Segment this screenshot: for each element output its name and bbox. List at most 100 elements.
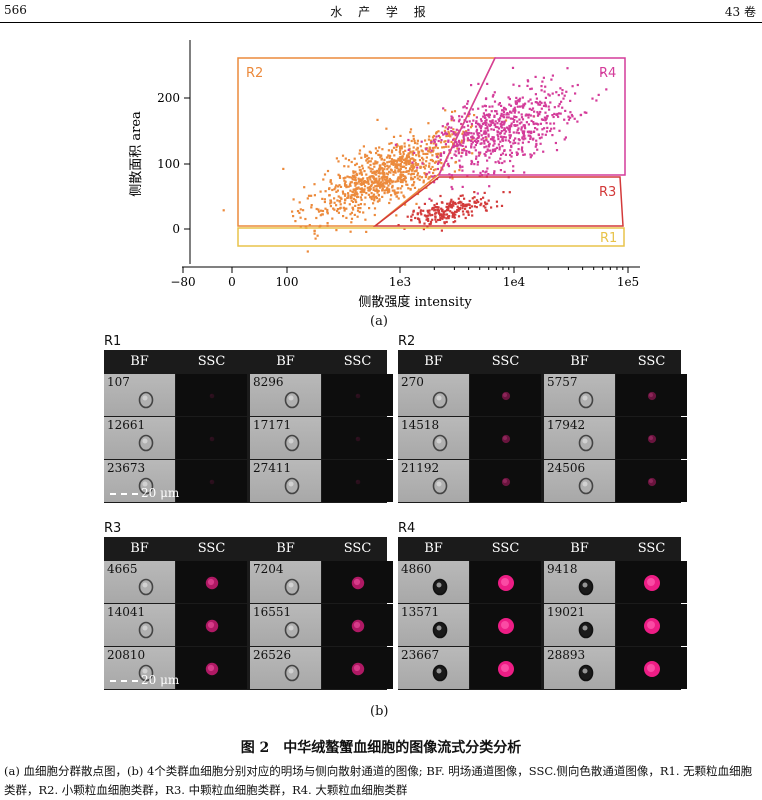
scatter-point-r2 <box>363 188 366 191</box>
scatter-point-r4 <box>563 94 566 97</box>
scatter-point-r2 <box>370 192 373 195</box>
scatter-point-r4 <box>467 128 470 131</box>
region-r4-label: R4 <box>599 66 616 81</box>
scatter-point-r4 <box>542 104 546 107</box>
scatter-point-r4 <box>508 131 511 134</box>
scatter-point-r3 <box>440 229 443 232</box>
scatter-point-r4 <box>487 173 490 176</box>
scatter-point-r4 <box>477 154 481 157</box>
scatter-point-r2 <box>347 185 350 188</box>
scatter-point-r4 <box>461 169 464 172</box>
scatter-point-r3 <box>420 213 423 216</box>
scatter-point-r4 <box>571 115 574 118</box>
scatter-point-r4 <box>533 110 536 113</box>
scatter-point-r2 <box>422 181 425 184</box>
scatter-point-r2 <box>358 152 361 155</box>
scatter-point-r4 <box>474 143 477 147</box>
scatter-point-r4 <box>472 137 475 140</box>
scatter-point-r2 <box>400 179 403 182</box>
scatter-point-r4 <box>562 97 565 100</box>
scatter-point-r2 <box>400 157 403 160</box>
scatter-point-r2 <box>413 139 416 142</box>
scatter-point-r2 <box>449 135 452 138</box>
scatter-point-r4 <box>512 165 515 168</box>
region-r1-gate <box>237 227 625 247</box>
scatter-point-r2 <box>366 186 369 189</box>
scatter-point-r2 <box>407 162 410 166</box>
panel-a-label: (a) <box>370 314 388 329</box>
scatter-point-r4 <box>484 123 487 126</box>
scatter-point-r3 <box>487 199 490 202</box>
scatter-point-r4 <box>492 93 495 97</box>
scatter-point-r2 <box>314 237 317 240</box>
ssc-image <box>322 460 393 502</box>
scatter-point-r3 <box>450 198 453 201</box>
scatter-point-r4 <box>475 140 478 143</box>
bf-cell-shape <box>138 664 154 682</box>
scatter-point-r2 <box>380 181 383 184</box>
scatter-point-r4 <box>461 115 464 118</box>
scatter-point-r4 <box>466 175 469 178</box>
scatter-point-r2 <box>390 169 393 172</box>
scatter-point-r4 <box>543 116 546 119</box>
scatter-point-r2 <box>296 210 300 213</box>
scatter-point-r2 <box>374 147 377 150</box>
scatter-point-r4 <box>507 127 510 130</box>
scatter-point-r2 <box>412 172 415 176</box>
scatter-point-r2 <box>361 167 364 170</box>
scatter-point-r2 <box>360 171 363 174</box>
scatter-point-r2 <box>330 201 333 204</box>
scatter-point-r4 <box>534 145 537 148</box>
scatter-point-r2 <box>424 139 427 142</box>
scatter-point-r2 <box>392 163 395 166</box>
scatter-point-r2 <box>336 209 339 213</box>
scatter-point-r4 <box>485 145 488 148</box>
scatter-point-r2 <box>378 178 381 181</box>
scatter-point-r2 <box>399 169 402 172</box>
scatter-point-r2 <box>402 175 405 178</box>
scatter-point-r2 <box>334 186 337 189</box>
scatter-point-r4 <box>434 143 438 146</box>
scatter-point-r2 <box>375 180 378 183</box>
scatter-point-r4 <box>521 118 525 121</box>
bf-cell-shape <box>138 477 154 495</box>
scatter-point-r2 <box>394 171 397 174</box>
scatter-point-r4 <box>505 113 508 116</box>
scatter-point-r4 <box>501 152 504 155</box>
scatter-point-r4 <box>455 154 458 157</box>
scatter-point-r4 <box>514 124 517 127</box>
scatter-point-r2 <box>357 195 360 198</box>
scatter-point-r3 <box>471 197 474 200</box>
group-label-r1: R1 <box>104 334 122 349</box>
scatter-point-r3 <box>434 205 437 209</box>
scatter-point-r4 <box>479 171 482 174</box>
bf-cell-shape <box>284 391 300 409</box>
scatter-point-r2 <box>409 157 412 160</box>
x-ticks: −80 0 100 1e3 1e4 1e5 <box>170 267 639 289</box>
scatter-point-r3 <box>428 212 431 215</box>
scatter-point-r4 <box>411 161 414 164</box>
scale-bar: 20 μm <box>110 486 179 500</box>
scatter-point-r4 <box>480 120 483 123</box>
ssc-signal <box>644 575 660 591</box>
scatter-point-r2 <box>374 171 377 174</box>
scatter-point-r4 <box>451 187 454 191</box>
scatter-point-r4 <box>526 79 529 82</box>
scatter-point-r2 <box>392 146 396 149</box>
scatter-point-r4 <box>437 139 440 143</box>
scatter-point-r4 <box>475 128 479 131</box>
scatter-point-r2 <box>359 179 362 183</box>
scatter-point-r2 <box>347 165 350 168</box>
scatter-point-r4 <box>605 88 608 91</box>
scatter-point-r2 <box>330 182 333 185</box>
scatter-point-r2 <box>363 203 366 206</box>
ssc-image <box>322 604 393 646</box>
scatter-point-r2 <box>366 154 369 157</box>
scatter-point-r2 <box>394 164 398 167</box>
scatter-point-r2 <box>407 152 410 155</box>
scatter-point-r3 <box>484 203 487 206</box>
scatter-point-r2 <box>381 162 384 165</box>
scatter-point-r2 <box>393 160 396 163</box>
scatter-point-r4 <box>447 165 450 168</box>
scatter-point-r2 <box>386 191 389 194</box>
